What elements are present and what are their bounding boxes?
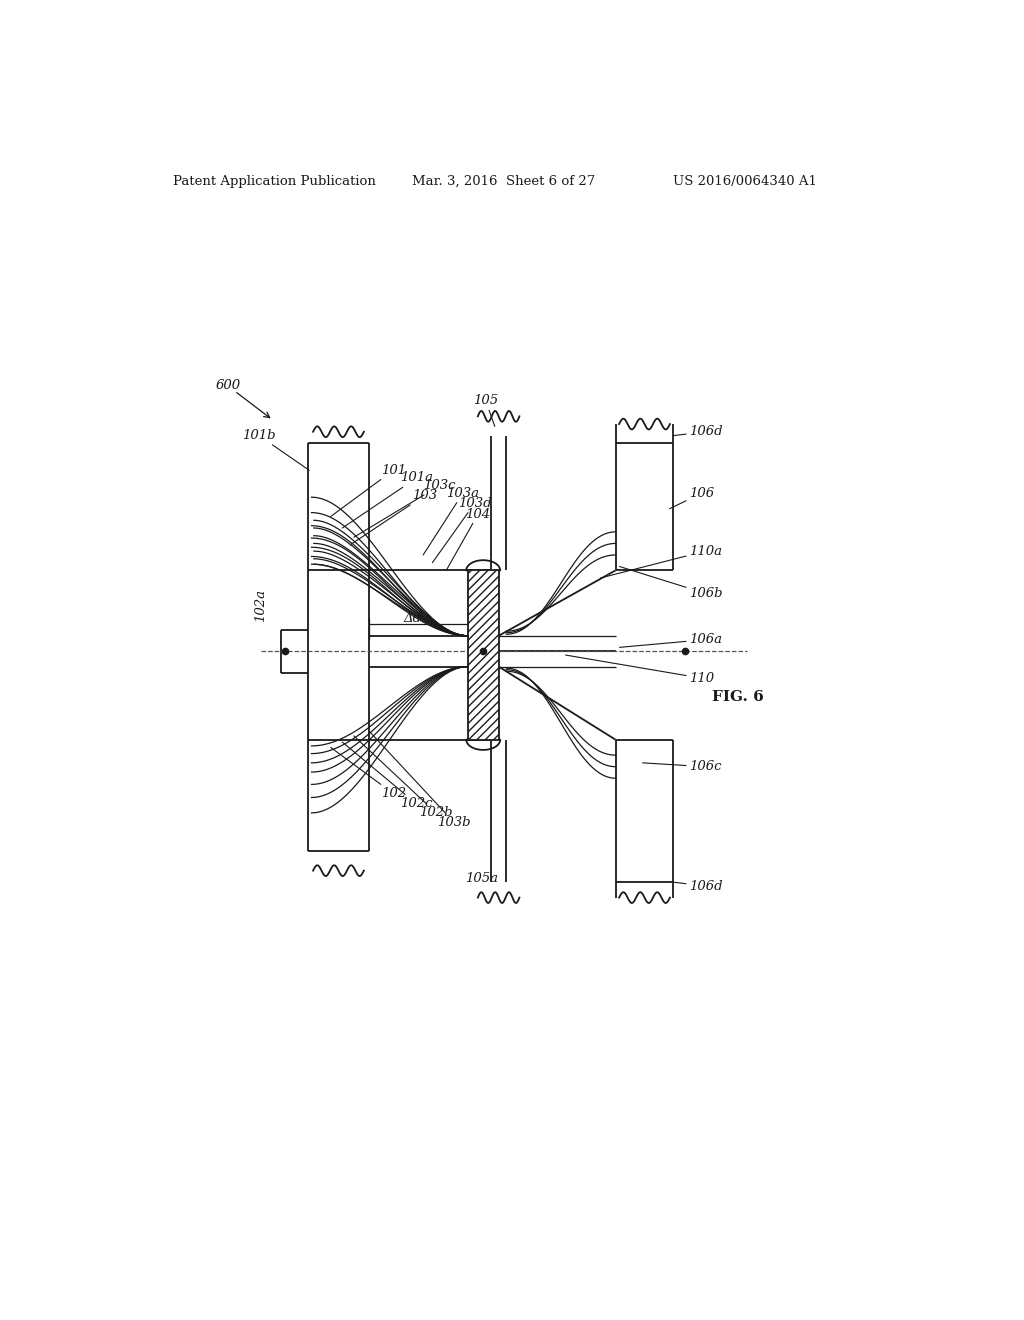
Text: 106c: 106c — [643, 760, 721, 774]
Text: 103a: 103a — [423, 487, 479, 554]
Text: 106a: 106a — [620, 634, 722, 647]
Bar — [468, 570, 499, 739]
Text: 101b: 101b — [243, 429, 309, 470]
Text: Δd: Δd — [403, 612, 422, 626]
Text: FIG. 6: FIG. 6 — [712, 690, 764, 705]
Text: 102b: 102b — [354, 737, 453, 820]
Text: 103: 103 — [350, 490, 436, 545]
Text: 103c: 103c — [354, 479, 456, 537]
Text: 101: 101 — [331, 463, 406, 516]
Text: US 2016/0064340 A1: US 2016/0064340 A1 — [674, 176, 817, 187]
Text: 101a: 101a — [342, 471, 433, 528]
Text: 102: 102 — [331, 747, 406, 800]
Text: 600: 600 — [215, 379, 241, 392]
Text: 110: 110 — [565, 655, 714, 685]
Text: 102a: 102a — [254, 589, 267, 622]
Text: 103d: 103d — [432, 496, 492, 562]
Text: 103b: 103b — [370, 731, 471, 829]
Text: 106d: 106d — [674, 879, 723, 892]
Text: 110a: 110a — [600, 545, 722, 578]
Text: 105: 105 — [473, 395, 499, 426]
Text: 106: 106 — [670, 487, 714, 508]
Text: 106d: 106d — [674, 425, 723, 438]
Text: 102c: 102c — [342, 742, 432, 810]
Text: 106b: 106b — [620, 566, 723, 601]
Text: Mar. 3, 2016  Sheet 6 of 27: Mar. 3, 2016 Sheet 6 of 27 — [412, 176, 595, 187]
Text: 104: 104 — [446, 508, 490, 570]
Text: 105a: 105a — [466, 871, 499, 884]
Text: Patent Application Publication: Patent Application Publication — [173, 176, 376, 187]
